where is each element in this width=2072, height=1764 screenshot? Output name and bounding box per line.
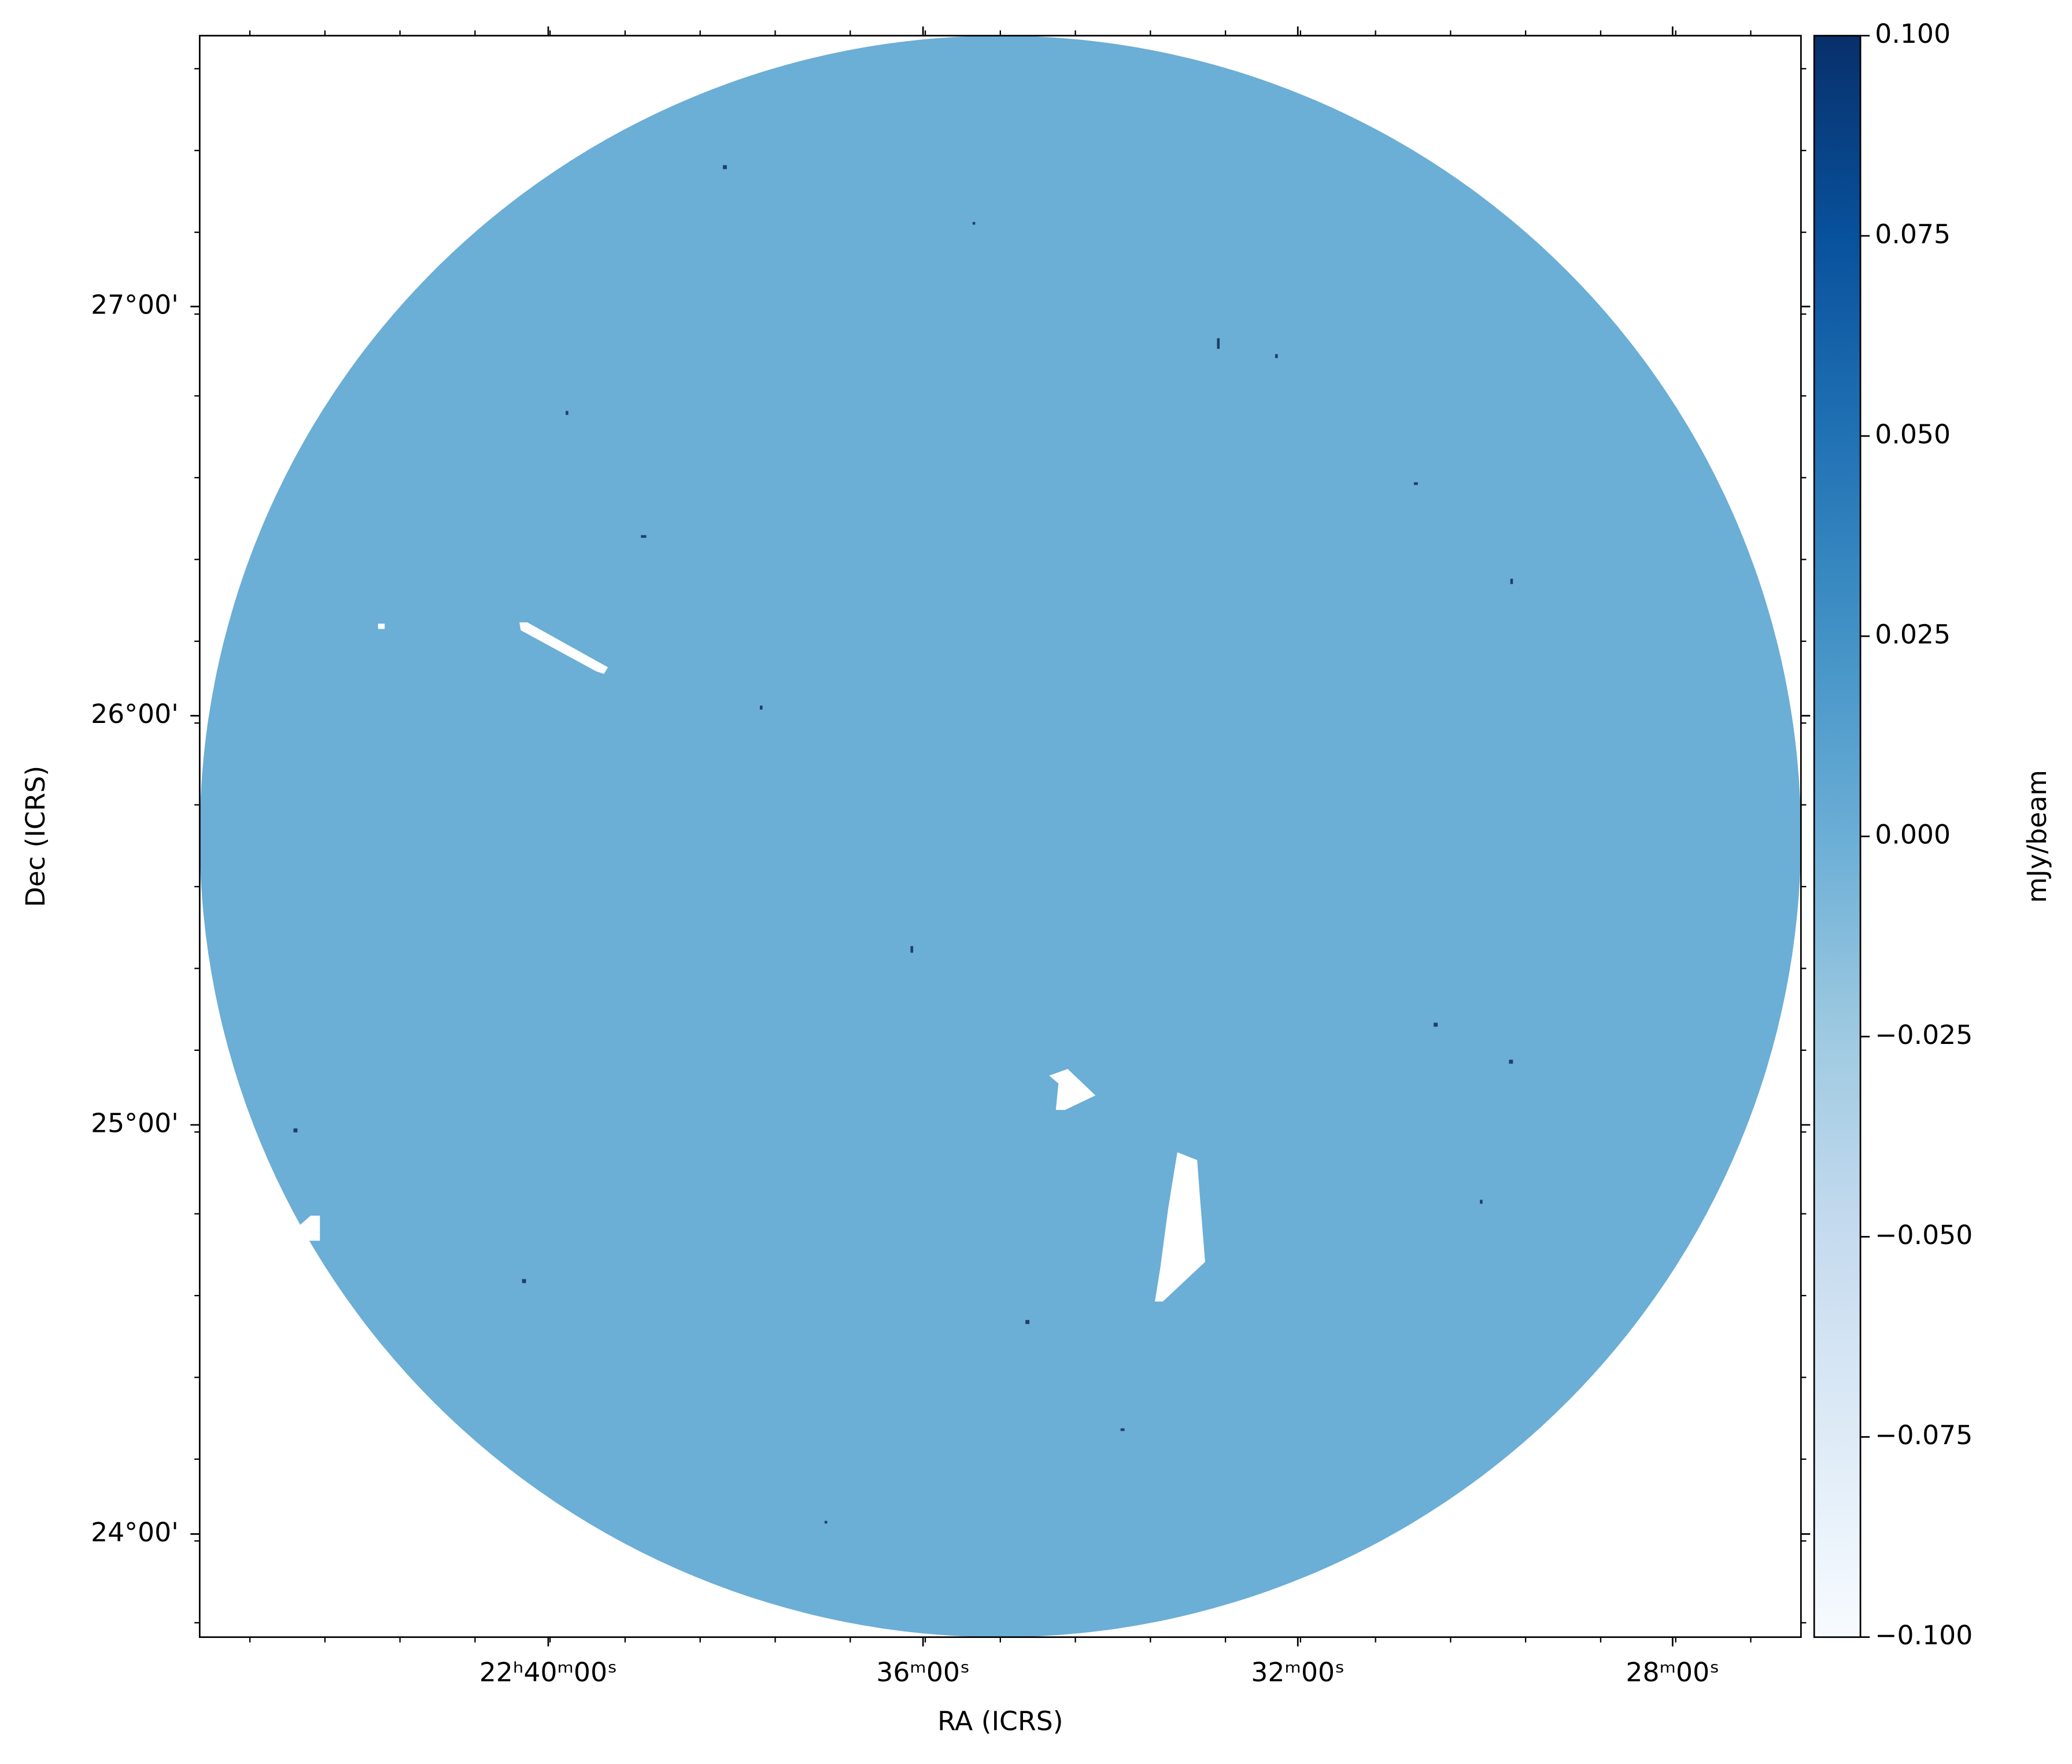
source	[972, 222, 976, 225]
source	[1509, 1060, 1513, 1064]
source	[760, 706, 763, 710]
y-tick-label: 27°00'	[91, 290, 179, 320]
source	[1217, 338, 1220, 349]
source	[1120, 1428, 1125, 1431]
y-tick-label: 24°00'	[91, 1517, 179, 1548]
y-tick-label: 26°00'	[91, 699, 179, 729]
source	[1275, 354, 1278, 359]
source	[1510, 578, 1513, 584]
point-sources	[293, 165, 1513, 1524]
source	[641, 535, 647, 538]
x-tick-label: 32ᵐ00ˢ	[1251, 1657, 1345, 1688]
sky-image	[200, 36, 1801, 1637]
source	[1480, 1200, 1483, 1204]
source	[522, 1279, 526, 1283]
y-axis-label: Dec (ICRS)	[20, 766, 51, 907]
source	[566, 411, 568, 415]
colorbar	[1814, 35, 1861, 1637]
colorbar-tick-label: −0.075	[1875, 1420, 1973, 1451]
blank-patch	[300, 1215, 320, 1241]
minor-ticks	[194, 30, 1807, 1643]
colorbar-tick-label: −0.050	[1875, 1220, 1973, 1250]
source	[1434, 1023, 1438, 1027]
source	[723, 165, 727, 169]
blank-patch	[1049, 1069, 1096, 1110]
colorbar-tick-label: 0.025	[1875, 619, 1951, 650]
colorbar-tick-label: 0.000	[1875, 820, 1951, 850]
source	[293, 1128, 298, 1132]
source	[910, 946, 914, 953]
colorbar-tick-label: 0.075	[1875, 219, 1951, 249]
blank-patch	[378, 623, 385, 629]
blank-streak	[519, 622, 608, 674]
x-tick-label: 36ᵐ00ˢ	[876, 1657, 970, 1688]
x-tick-label: 22ʰ40ᵐ00ˢ	[479, 1657, 617, 1688]
source	[1025, 1320, 1030, 1324]
x-axis-label: RA (ICRS)	[937, 1706, 1063, 1737]
colorbar-tick-label: 0.100	[1875, 19, 1951, 49]
colorbar-tick-label: −0.100	[1875, 1620, 1973, 1651]
x-tick-label: 28ᵐ00ˢ	[1626, 1657, 1719, 1688]
colorbar-tick-label: −0.025	[1875, 1020, 1973, 1050]
source	[1413, 482, 1418, 485]
colorbar-tick-label: 0.050	[1875, 419, 1951, 449]
colorbar-label: mJy/beam	[2022, 770, 2052, 903]
image-disk	[200, 36, 1801, 1637]
y-tick-label: 25°00'	[91, 1108, 179, 1138]
blank-patch	[1155, 1152, 1205, 1302]
source	[824, 1521, 828, 1524]
blanked-regions	[300, 622, 1205, 1302]
